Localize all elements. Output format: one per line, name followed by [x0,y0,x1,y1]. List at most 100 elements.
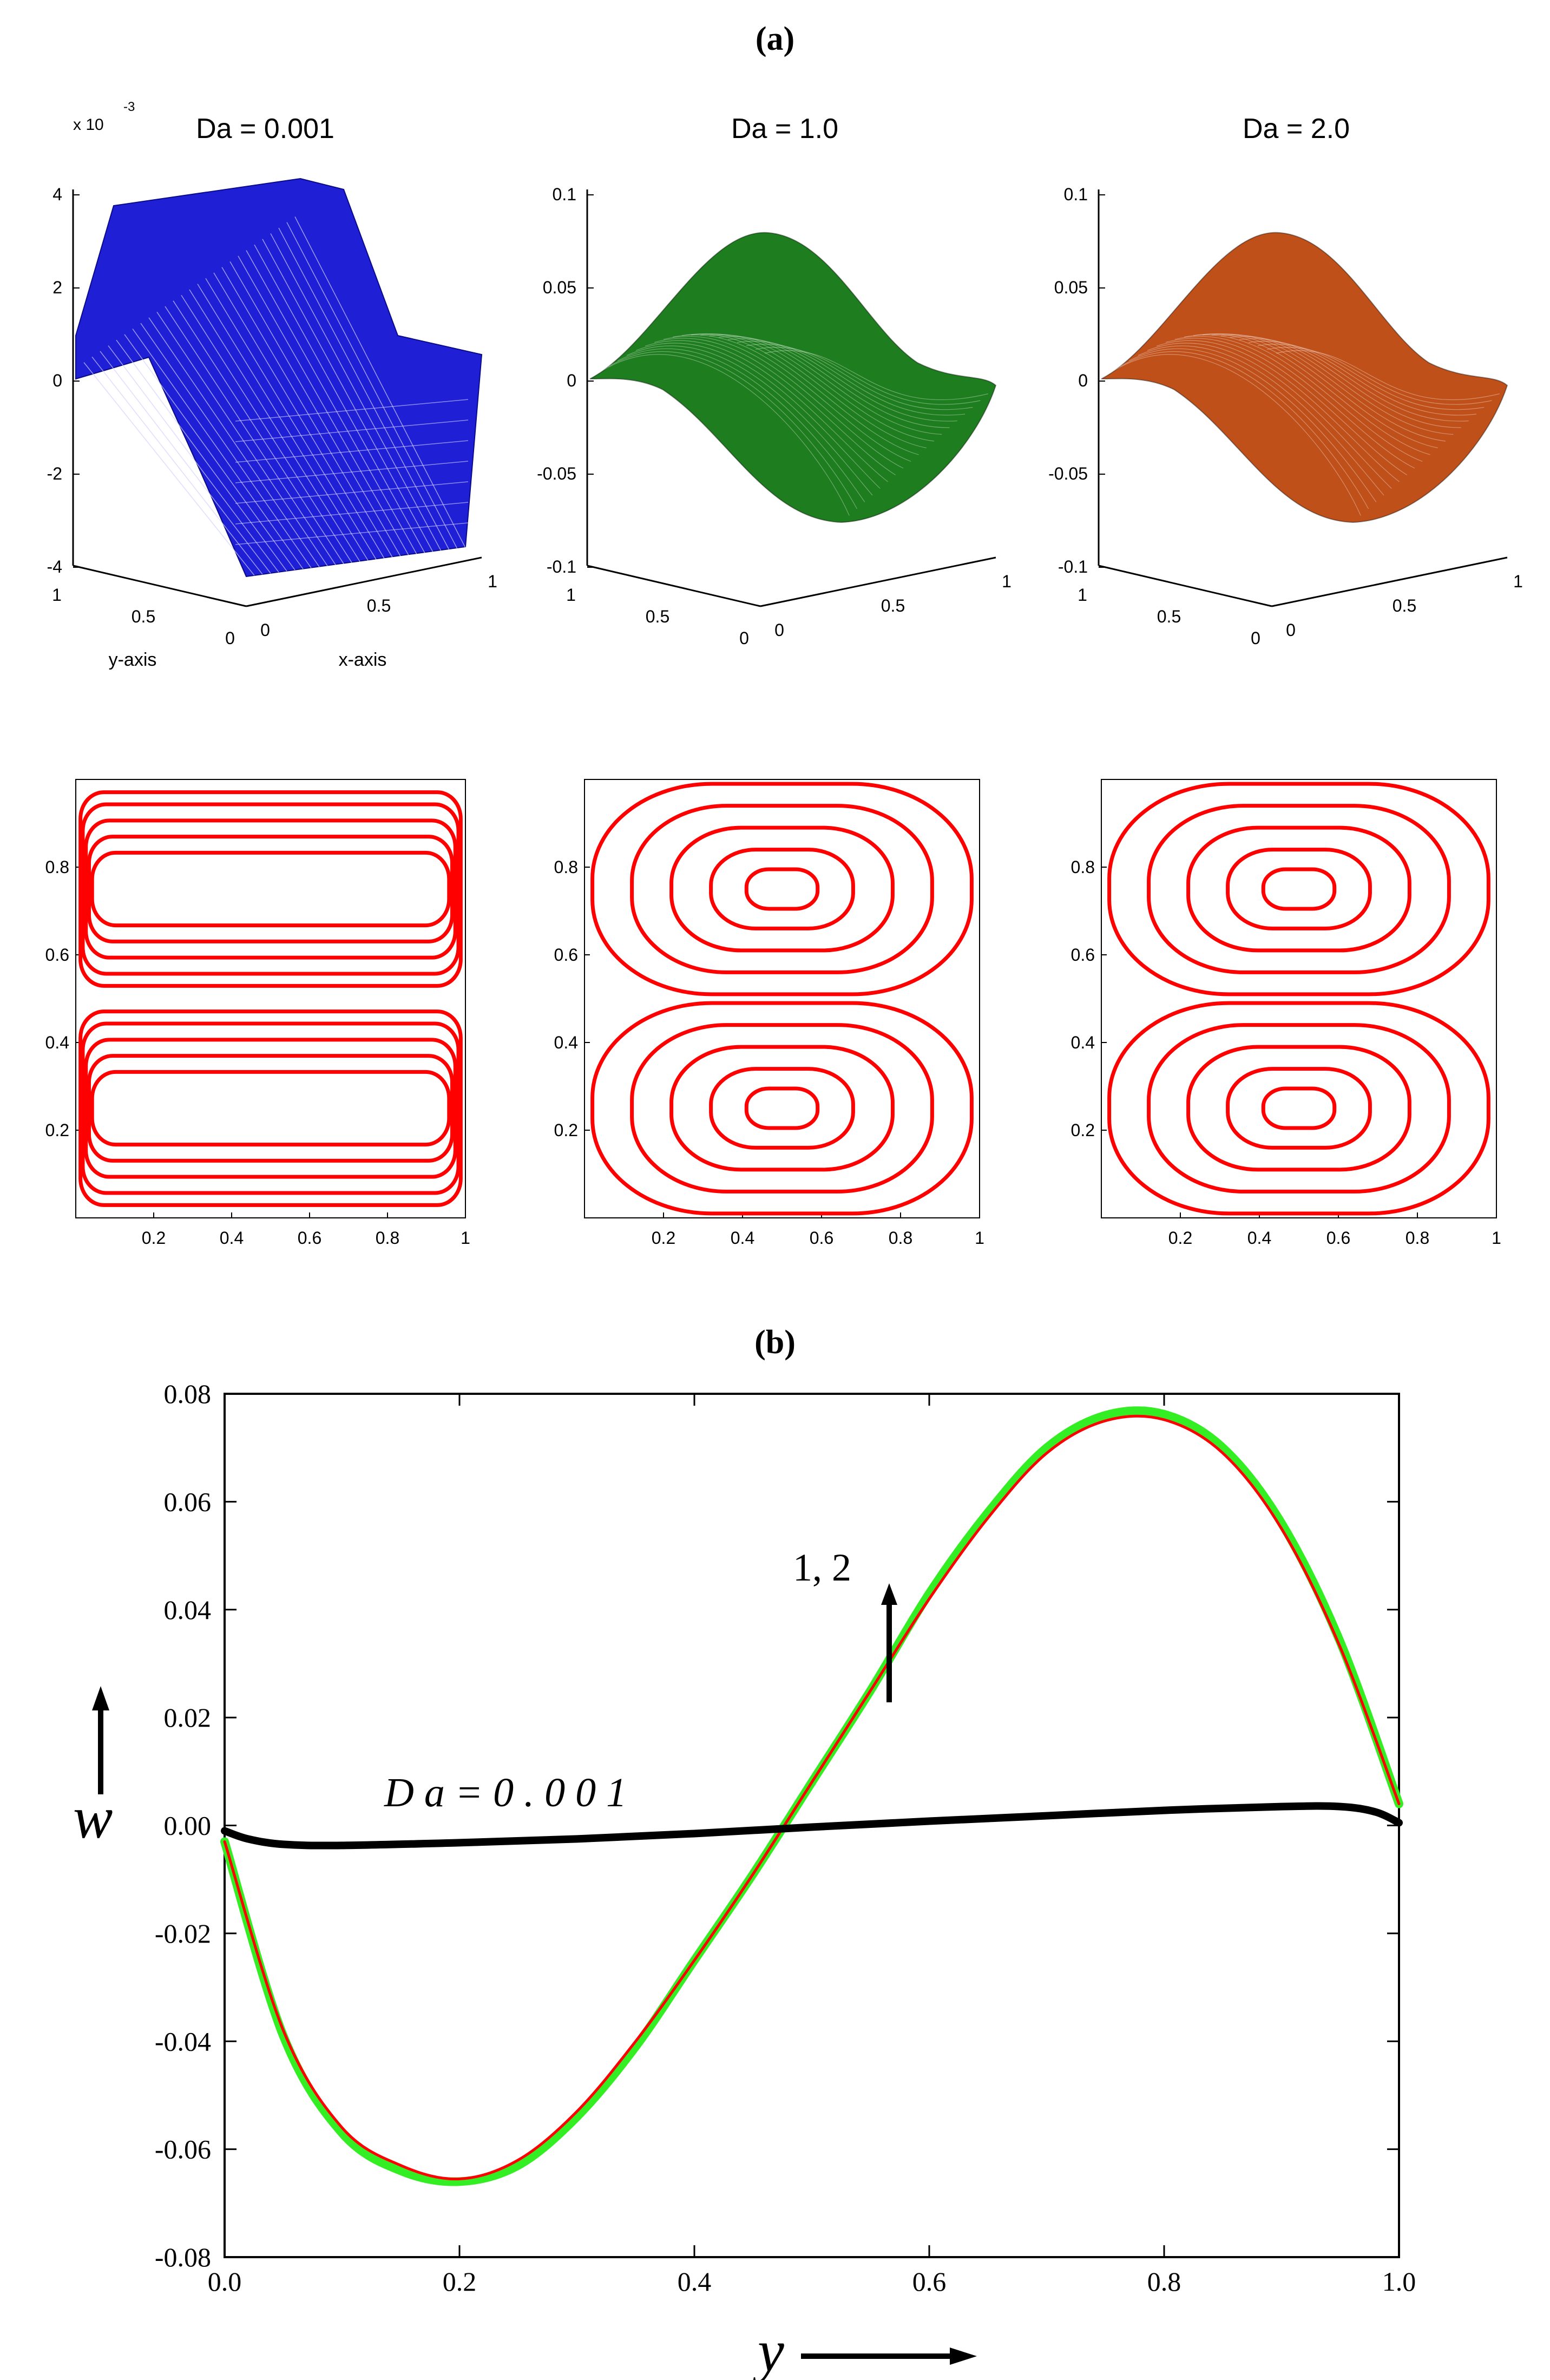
y-tick-label: 0.6 [45,945,69,965]
y-tick-label: -0.02 [155,1918,211,1949]
mesh-line [270,233,442,552]
mesh-line [246,250,417,555]
mesh-line [654,338,896,476]
surface-plot-da-0001: Da = 0.001 x 10 -3 4 2 0 -2 -4 1 0.5 0 0 0.5 1 x-a… [47,100,497,670]
x-tick-label: 1 [1492,1228,1501,1248]
z-tick-label: -0.1 [547,557,576,576]
x-tick-label: 0.5 [367,596,391,615]
contour-line [590,782,974,996]
y-tick-label: 0.6 [554,945,578,965]
mesh-line [727,338,957,422]
contour-line [84,818,457,960]
contour-line [81,802,461,976]
contour-line [87,1054,455,1163]
mesh-line [235,399,469,422]
y-axis-line [587,565,761,607]
mesh-line [1147,343,1392,489]
series-line-da-0001 [221,1802,1403,1850]
z-tick-label: 2 [52,278,62,297]
contour-line [744,867,820,911]
x-tick-label: 1 [488,572,497,591]
x-axis-line [246,556,482,607]
mesh-line [116,339,287,572]
x-axis-label: x-axis [339,650,387,670]
z-tick-label: -2 [47,464,62,483]
mesh-line [1119,351,1369,509]
mesh-line [1266,346,1492,405]
contour-plot-da-1: 0.2 0.4 0.6 0.8 1 0.2 0.4 0.6 0.8 [554,779,984,1248]
contour-line [84,1038,457,1179]
mesh-line [235,481,469,504]
contour-line [1261,867,1337,911]
x-tick-label: 1.0 [1382,2266,1416,2297]
mesh-line [617,348,865,502]
x-tick-label: 0.5 [1393,596,1416,615]
mesh-line [83,362,255,576]
mesh-line [737,340,966,416]
x-tick-label: 0.6 [912,2266,947,2297]
surface-title: Da = 2.0 [1243,113,1350,145]
mesh-line [608,351,858,509]
mesh-line [663,336,904,469]
contour-lines [1107,782,1490,1216]
z-tick-label: -4 [47,557,62,576]
y-tick-label: -0.06 [155,2134,211,2165]
mesh-line [294,217,466,548]
x-tick-label: 0 [774,620,784,640]
mesh-line [1220,335,1454,435]
mesh-line [746,344,973,410]
exponent-value: -3 [123,100,135,114]
contour-frame [1101,779,1497,1218]
x-tick-label: 0.8 [889,1228,912,1248]
z-tick-label: -0.05 [1048,464,1088,483]
y-tick-label: 1 [52,585,62,605]
x-tick-label: 0.2 [142,1228,166,1248]
x-tick-label: 0.4 [1247,1228,1271,1248]
y-tick-label: 0.5 [1157,607,1181,626]
x-tick-label: 0.2 [652,1228,675,1248]
mesh-line [132,329,304,569]
contour-line [1147,804,1451,974]
x-tick-label: 0.6 [298,1228,321,1248]
surface-title: Da = 0.001 [196,113,334,145]
surface-fill [75,178,483,578]
panel-b-label: (b) [754,1324,796,1361]
mesh-line [1184,335,1423,462]
up-arrow-icon [92,1686,109,1794]
z-tick-label: -0.1 [1058,557,1088,576]
x-tick-label: 0.0 [208,2266,242,2297]
contour-lines [590,782,974,1216]
mesh-line [235,502,469,524]
contour-line [1186,825,1411,953]
y-tick-label: 0 [739,628,749,648]
right-arrow-icon [801,2348,977,2365]
mesh-line [156,312,328,566]
mesh-line [91,356,263,575]
contour-line [630,1023,934,1194]
contour-line [90,1070,451,1147]
x-tick-label: 0.5 [881,596,905,615]
x-tick-label: 0.6 [810,1228,833,1248]
x-tick-label: 0 [260,620,270,640]
surface-mesh [589,232,997,523]
mesh-line [599,354,850,516]
contour-line [1261,1086,1337,1130]
contour-line [669,1045,895,1172]
y-tick-label: 0.8 [45,857,69,877]
z-tick-label: 0.05 [543,278,576,297]
contour-line [1147,1023,1451,1194]
mesh-line [1193,333,1430,455]
arrow-icon [881,1583,897,1702]
mesh-line [286,222,458,549]
mesh-line [1230,336,1461,428]
mesh-line [1174,336,1415,469]
y-tick-label: -0.04 [155,2026,211,2056]
mesh-line [1165,338,1408,476]
x-tick-label: 0.2 [1168,1228,1192,1248]
contour-frame [75,779,466,1218]
contour-line [630,804,934,974]
y-tick-label: 0.2 [45,1120,69,1140]
z-tick-label: 0 [52,371,62,390]
mesh-line [254,244,425,554]
y-tick-label: 0 [225,628,235,648]
